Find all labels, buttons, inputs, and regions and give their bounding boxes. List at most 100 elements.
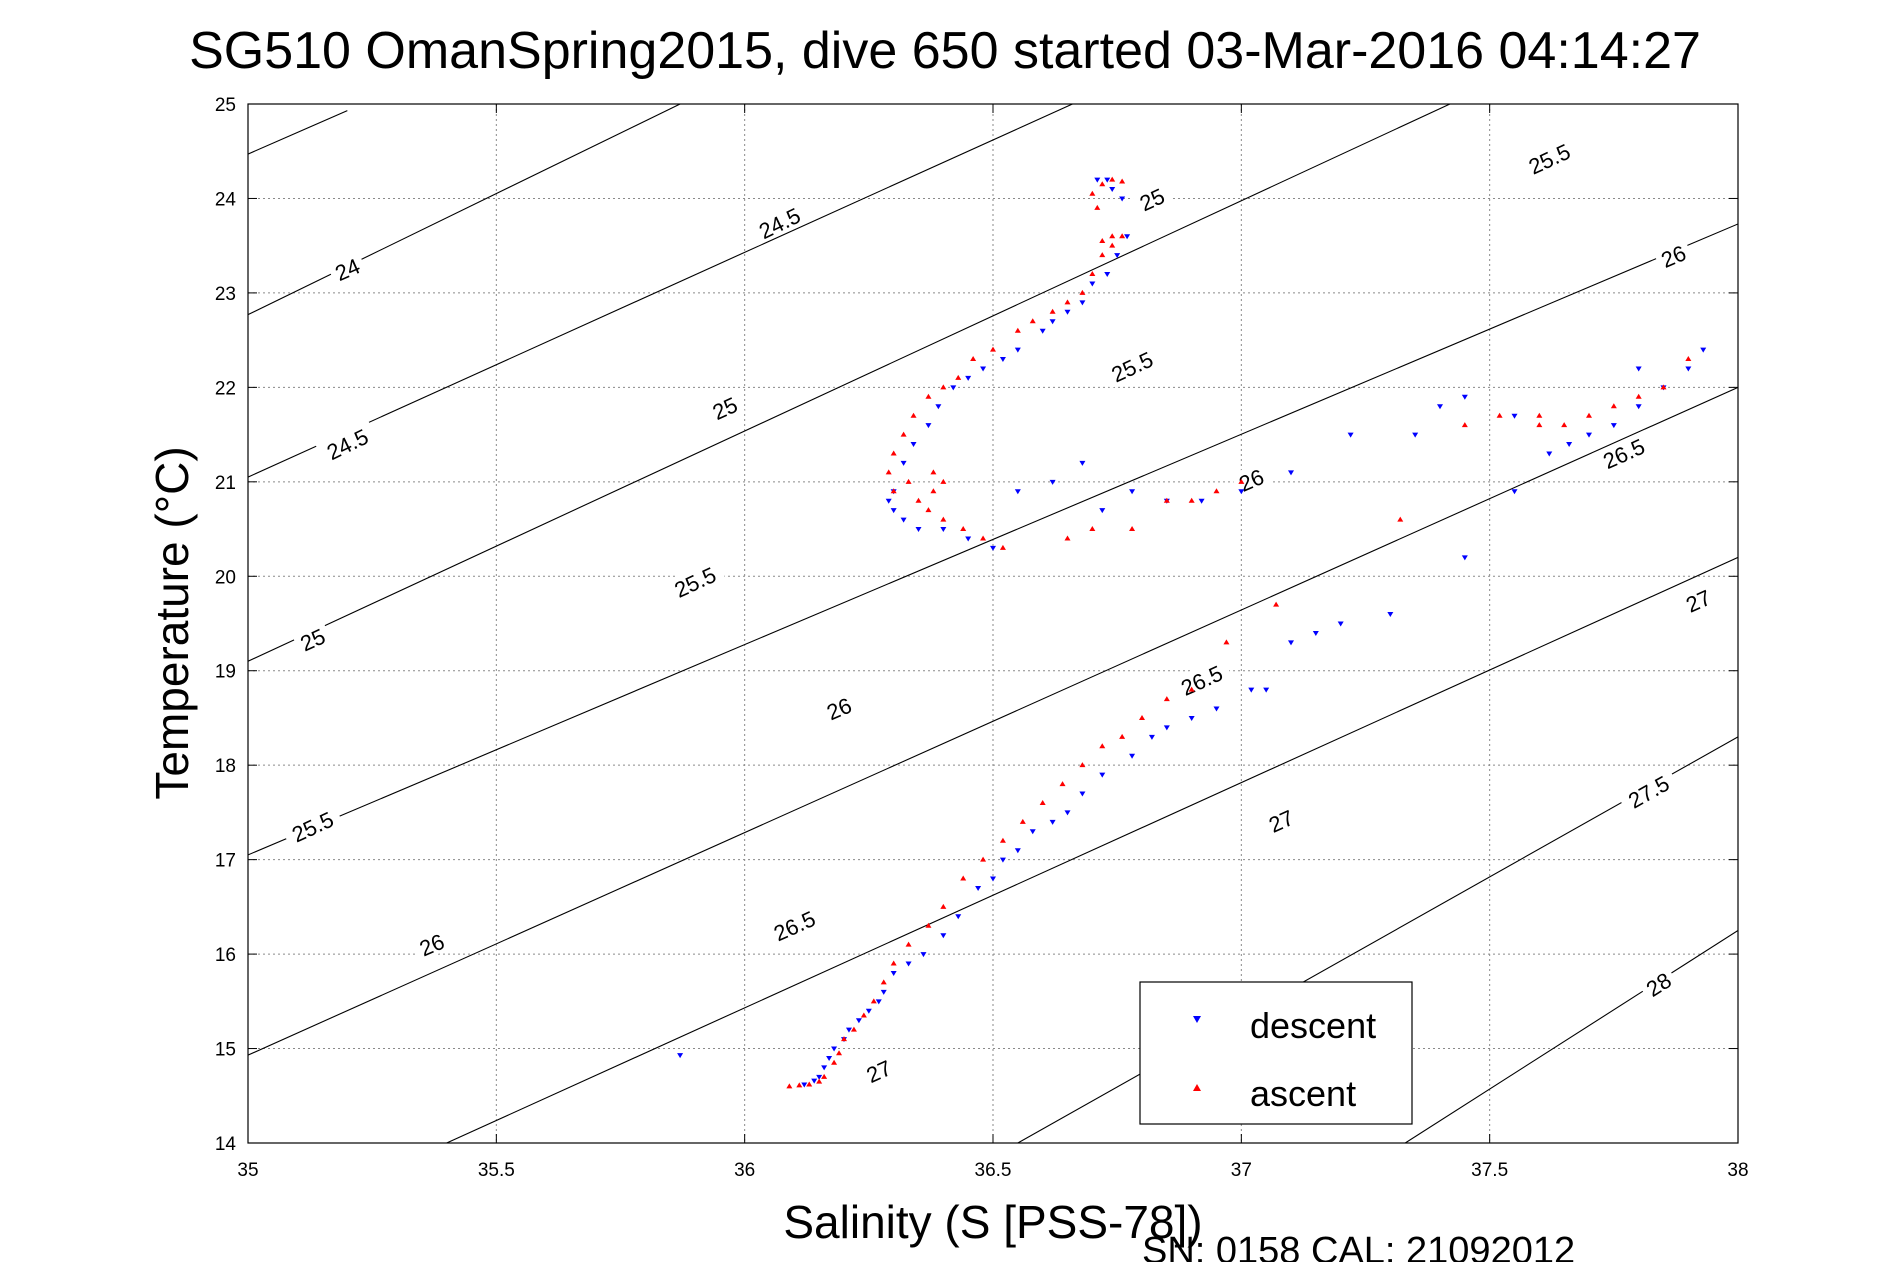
isopycnal-label: 27.5: [1616, 766, 1680, 816]
descent-point: [1109, 187, 1116, 193]
isopycnal-line: [1017, 736, 1738, 1143]
descent-point: [821, 1065, 828, 1071]
descent-point: [1387, 612, 1394, 618]
ascent-point: [1099, 743, 1106, 749]
descent-point: [999, 357, 1006, 363]
ascent-point: [1109, 176, 1116, 182]
isopycnal-label-bg: [291, 620, 333, 657]
ascent-point: [1119, 733, 1126, 739]
descent-point: [1511, 413, 1518, 419]
descent-point: [1014, 489, 1021, 495]
ascent-point: [1536, 412, 1543, 418]
descent-point: [875, 999, 882, 1005]
descent-point: [990, 876, 996, 882]
legend-ascent-label: ascent: [1250, 1073, 1356, 1114]
ascent-point: [1139, 714, 1145, 720]
ascent-point: [1049, 308, 1056, 314]
isopycnal-label-bg: [280, 802, 344, 849]
y-tick-label: 25: [215, 95, 236, 116]
ascent-point: [905, 941, 912, 947]
isopycnal-label-bg: [411, 926, 452, 962]
descent-point: [885, 498, 892, 504]
ascent-point: [1685, 356, 1692, 362]
descent-point: [890, 508, 897, 514]
descent-point: [865, 1008, 872, 1014]
ascent-point: [1536, 422, 1543, 428]
descent-point: [1248, 687, 1255, 693]
ascent-point: [940, 903, 947, 909]
descent-point: [1064, 309, 1071, 315]
y-tick-label: 23: [215, 284, 236, 305]
isopycnal-label-bg: [1131, 180, 1172, 217]
descent-point: [980, 366, 987, 372]
descent-point: [1094, 177, 1101, 183]
y-tick-label: 17: [215, 851, 236, 872]
ascent-point: [1089, 190, 1096, 196]
descent-point: [1188, 715, 1195, 721]
descent-point: [1700, 347, 1707, 353]
y-tick-label: 16: [215, 945, 236, 966]
descent-point: [1198, 498, 1205, 504]
isopycnal-label: 27: [1677, 581, 1719, 618]
ascent-point: [821, 1073, 828, 1079]
ascent-point: [890, 960, 897, 966]
isopycnal-label: 25: [1131, 180, 1172, 217]
isopycnal-label: 26.5: [1591, 429, 1655, 476]
isopycnal-label: 28: [1637, 964, 1679, 1003]
data-points: [677, 176, 1707, 1089]
legend-descent-label: descent: [1250, 1005, 1376, 1046]
ascent-point: [880, 979, 887, 985]
descent-point: [940, 527, 947, 533]
descent-point: [1099, 508, 1106, 514]
ascent-point: [1099, 237, 1106, 243]
isopycnal-label: 24: [326, 250, 368, 287]
descent-point: [955, 914, 962, 920]
descent-point: [1610, 423, 1617, 429]
ascent-point: [1129, 526, 1136, 532]
isopycnal-label: 26: [411, 926, 452, 962]
ascent-point: [1039, 799, 1046, 805]
descent-point: [965, 375, 972, 381]
isopycnal-label-bg: [1616, 766, 1680, 816]
descent-point: [920, 952, 927, 958]
descent-point: [925, 423, 932, 429]
y-tick-label: 14: [215, 1134, 237, 1155]
descent-point: [1039, 328, 1046, 334]
legend-ascent-marker: [1193, 1084, 1201, 1091]
descent-point: [900, 460, 907, 466]
descent-point: [1461, 555, 1468, 561]
descent-point: [1163, 725, 1170, 731]
descent-point: [880, 989, 887, 995]
ascent-point: [1586, 412, 1592, 418]
ascent-point: [999, 837, 1006, 843]
descent-point: [1014, 848, 1021, 854]
isopycnal-label-bg: [703, 389, 745, 426]
ascent-point: [1223, 639, 1230, 645]
descent-point: [1347, 432, 1354, 438]
ascent-point: [1019, 818, 1026, 824]
descent-point: [935, 404, 942, 410]
ascent-point: [1188, 497, 1195, 503]
descent-point: [1586, 432, 1592, 438]
ascent-point: [915, 497, 922, 503]
descent-point: [890, 970, 897, 976]
descent-point: [1635, 366, 1642, 372]
descent-point: [1148, 734, 1155, 740]
y-tick-label: 22: [215, 378, 236, 399]
ascent-point: [1064, 535, 1071, 541]
descent-point: [905, 961, 912, 967]
x-tick-label: 37: [1231, 1160, 1252, 1181]
isopycnal-label-bg: [1652, 237, 1694, 273]
x-tick-label: 35.5: [478, 1160, 515, 1181]
ascent-point: [890, 450, 897, 456]
legend: descent ascent: [1139, 981, 1413, 1125]
isopycnal-label-bg: [1517, 134, 1581, 181]
y-axis-label: Temperature (°C): [146, 446, 198, 799]
descent-point: [1104, 177, 1111, 183]
ascent-point: [850, 1026, 857, 1032]
isopycnal-label: 26.5: [1169, 656, 1233, 703]
isopycnal-label: 25.5: [1517, 134, 1581, 181]
ascent-point: [1064, 299, 1071, 305]
ascent-point: [1461, 422, 1468, 428]
descent-point: [990, 545, 996, 551]
